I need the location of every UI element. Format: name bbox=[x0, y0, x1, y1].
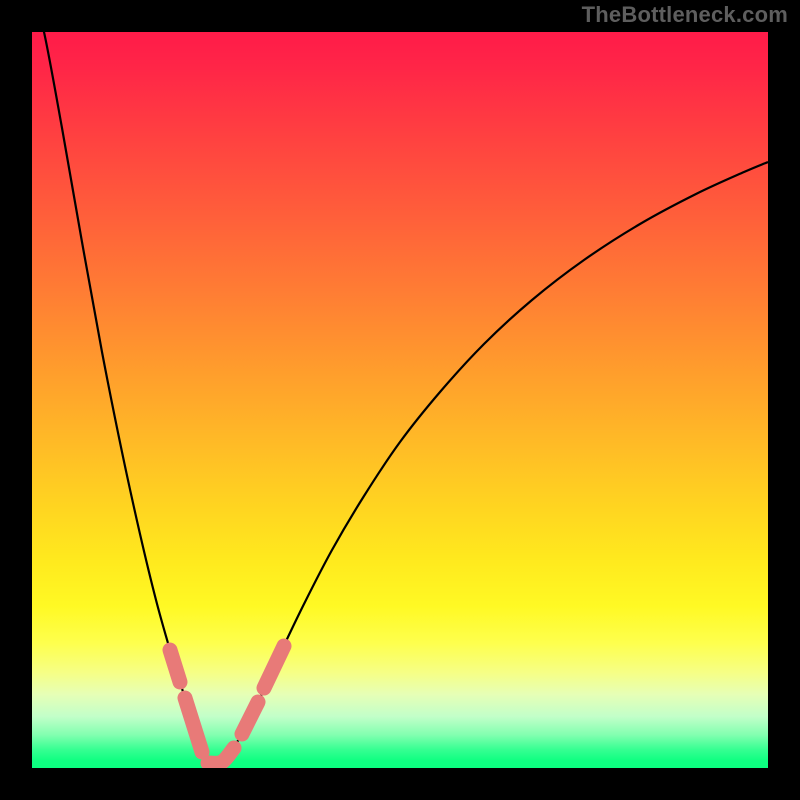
highlight-segment bbox=[185, 698, 202, 752]
highlight-segments bbox=[170, 646, 284, 763]
highlight-segment bbox=[208, 748, 234, 763]
plot-area bbox=[32, 32, 768, 768]
watermark-label: TheBottleneck.com bbox=[582, 2, 788, 28]
highlight-segment bbox=[264, 646, 284, 688]
highlight-segment bbox=[242, 702, 258, 734]
outer-frame: TheBottleneck.com bbox=[0, 0, 800, 800]
curve-layer bbox=[32, 32, 768, 768]
bottleneck-curve bbox=[32, 32, 768, 766]
highlight-segment bbox=[170, 650, 180, 682]
